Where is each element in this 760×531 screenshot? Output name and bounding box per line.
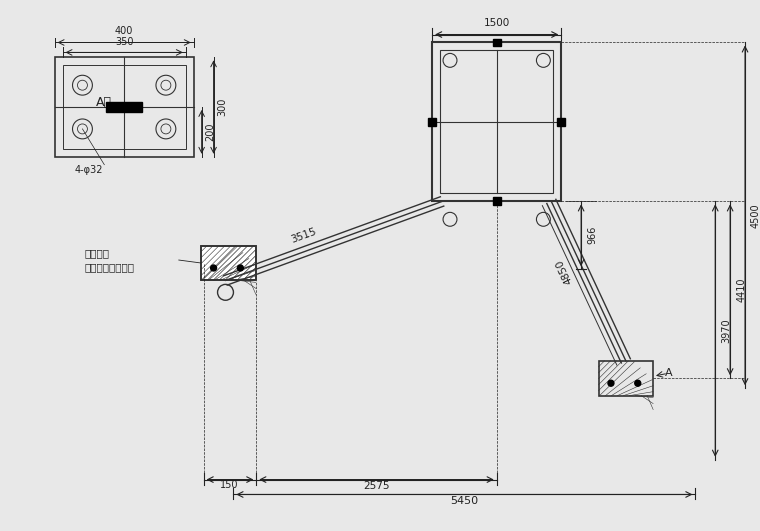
Bar xyxy=(62,65,185,149)
Text: 3515: 3515 xyxy=(290,227,318,245)
Bar xyxy=(106,102,142,112)
Bar xyxy=(557,118,565,126)
Bar xyxy=(55,57,194,157)
Circle shape xyxy=(211,265,217,271)
Bar xyxy=(201,246,256,280)
Text: 5450: 5450 xyxy=(450,496,478,507)
Text: 4500: 4500 xyxy=(751,203,760,228)
Bar xyxy=(201,246,256,280)
Text: 300: 300 xyxy=(217,98,227,116)
Bar xyxy=(428,118,436,126)
Bar xyxy=(440,50,553,193)
Bar xyxy=(432,42,562,201)
Text: 350: 350 xyxy=(115,38,134,47)
Text: 400: 400 xyxy=(115,25,133,36)
Text: A向: A向 xyxy=(97,96,112,108)
Bar xyxy=(599,361,653,396)
Text: A: A xyxy=(665,369,673,378)
Text: 150: 150 xyxy=(220,479,239,490)
Circle shape xyxy=(608,380,614,386)
Text: 1500: 1500 xyxy=(483,18,510,28)
Text: 3970: 3970 xyxy=(721,318,731,343)
Text: 966: 966 xyxy=(587,226,597,244)
Circle shape xyxy=(635,380,641,386)
Bar xyxy=(492,39,501,46)
Text: 4-φ32: 4-φ32 xyxy=(74,165,103,175)
Text: 焊缝检查: 焊缝检查 xyxy=(84,248,109,258)
Bar xyxy=(492,198,501,205)
Circle shape xyxy=(237,265,243,271)
Text: 200: 200 xyxy=(206,123,216,141)
Text: 4410: 4410 xyxy=(736,278,746,302)
Text: 4850: 4850 xyxy=(553,257,574,285)
Text: 无焊伤、瑕疵情况: 无焊伤、瑕疵情况 xyxy=(84,262,135,272)
Text: 2575: 2575 xyxy=(363,481,390,491)
